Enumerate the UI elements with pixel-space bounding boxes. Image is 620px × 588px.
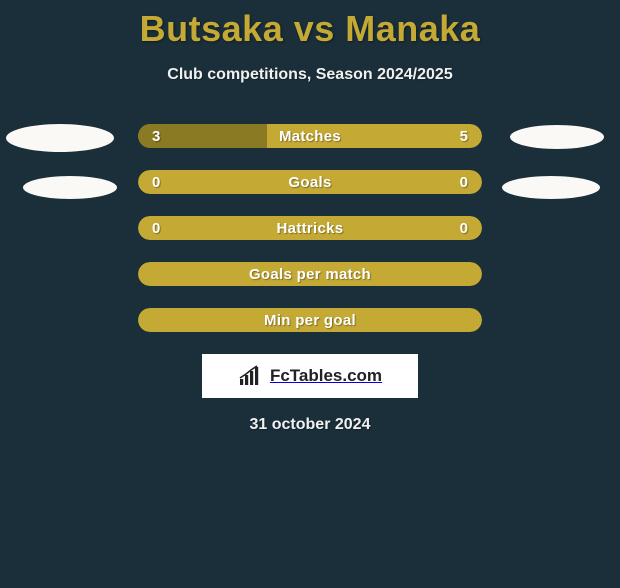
stat-value-right: 5 [460,124,468,148]
stat-label: Hattricks [138,216,482,240]
page-subtitle: Club competitions, Season 2024/2025 [0,66,620,84]
player-badge-left-2 [23,176,117,199]
stats-chart: 3 Matches 5 0 Goals 0 0 Hattricks 0 Goal… [0,124,620,332]
stat-bar-min-per-goal: Min per goal [138,308,482,332]
stat-value-right: 0 [460,216,468,240]
stat-label: Goals per match [138,262,482,286]
player-badge-left-1 [6,124,114,152]
bar-chart-icon [238,365,264,387]
brand-text: FcTables.com [270,366,382,386]
player-badge-right-2 [502,176,600,199]
player-badge-right-1 [510,125,604,149]
stat-bar-hattricks: 0 Hattricks 0 [138,216,482,240]
brand-link[interactable]: FcTables.com [202,354,418,398]
stat-bar-matches: 3 Matches 5 [138,124,482,148]
footer-date: 31 october 2024 [0,416,620,434]
stat-value-right: 0 [460,170,468,194]
stat-label: Min per goal [138,308,482,332]
page-title: Butsaka vs Manaka [0,8,620,50]
stat-bar-goals-per-match: Goals per match [138,262,482,286]
stat-bar-goals: 0 Goals 0 [138,170,482,194]
stat-label: Matches [138,124,482,148]
stat-label: Goals [138,170,482,194]
